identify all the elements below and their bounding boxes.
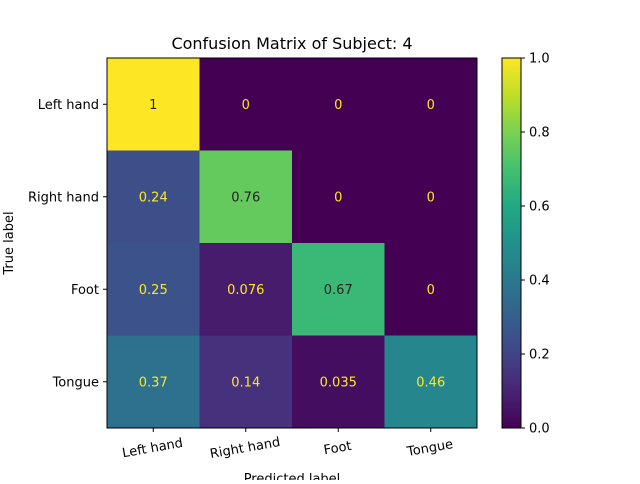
plot-frame [106,57,478,429]
colorbar-tick-label: 1.0 [529,52,550,67]
cell-value-label: 0.076 [227,283,264,298]
colorbar-tick-label: 0.0 [529,422,550,437]
colorbar-tick-label: 0.2 [529,348,550,363]
x-axis-ticks: Left hand Right hand Foot Tongue [121,428,454,462]
y-tick-label: Foot [71,283,99,298]
cell-value-label: 0 [427,190,435,205]
cell-value-label: 0.25 [139,283,168,298]
y-tick-label: Right hand [28,190,99,205]
heatmap-cell [199,243,293,336]
x-tick-label: Left hand [121,436,184,461]
cell-value-label: 0 [242,98,250,113]
cell-value-label: 1 [149,98,157,113]
heatmap-cell [292,150,385,244]
colorbar-ticks: 0.0 0.2 0.4 0.6 0.8 1.0 [521,52,550,437]
heatmap-cell [292,58,385,151]
heatmap-cell [384,150,478,244]
heatmap-cell [199,58,293,151]
cell-value-label: 0.24 [139,190,168,205]
colorbar [502,58,521,428]
heatmap-cell [107,58,200,151]
cell-value-label: 0.46 [416,375,445,390]
colorbar-frame [501,57,522,429]
heatmap-cells [107,58,478,429]
x-tick-label: Foot [323,439,353,459]
heatmap-cell [107,243,200,336]
heatmap-cell [384,58,478,151]
y-tick-label: Tongue [52,375,99,390]
colorbar-tick-label: 0.4 [529,274,550,289]
y-axis-label: True label [2,211,17,275]
cell-value-label: 0 [427,98,435,113]
heatmap-cell [107,150,200,244]
heatmap-cell [292,243,385,336]
y-tick-label: Left hand [38,98,99,113]
cell-value-label: 0.035 [320,375,357,390]
x-tick-label: Tongue [405,437,454,460]
cell-value-label: 0 [334,190,342,205]
cell-value-label: 0.67 [324,283,353,298]
colorbar-tick-label: 0.8 [529,126,550,141]
cell-value-label: 0 [334,98,342,113]
heatmap-cell [384,243,478,336]
cell-value-labels: 1 0 0 0 0.24 0.76 0 0 0.25 0.076 0.67 0 0.37 0.14 0.03… [139,98,445,391]
y-axis-ticks: Left hand Right hand Foot Tongue [28,98,107,390]
heatmap-cell [199,150,293,244]
heatmap-cell [292,335,385,429]
colorbar-tick-label: 0.6 [529,200,550,215]
x-axis-label: Predicted label [244,472,341,480]
chart-title: Confusion Matrix of Subject: 4 [171,34,412,53]
x-tick-label: Right hand [209,435,282,462]
cell-value-label: 0.76 [231,190,260,205]
heatmap-cell [384,335,478,429]
cell-value-label: 0.14 [231,375,260,390]
heatmap-cell [199,335,293,429]
cell-value-label: 0 [427,283,435,298]
heatmap-cell [107,335,200,429]
cell-value-label: 0.37 [139,375,168,390]
